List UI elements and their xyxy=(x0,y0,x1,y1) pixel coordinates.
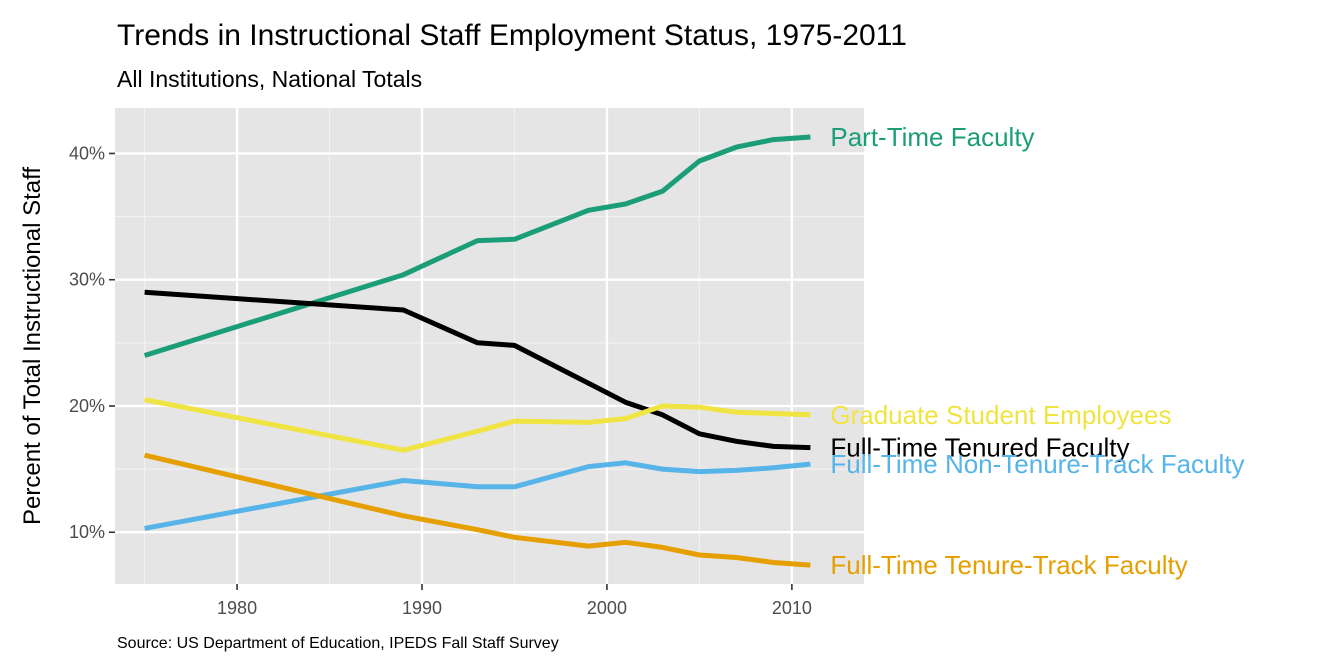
series-line-part-time-faculty xyxy=(143,134,811,358)
series-line-full-time-tenure-track-faculty xyxy=(144,452,811,568)
series-line-full-time-non-tenure-track-faculty xyxy=(144,460,811,531)
x-tick-label: 2010 xyxy=(772,598,812,618)
x-tick-label: 2000 xyxy=(587,598,627,618)
x-tick-label: 1990 xyxy=(402,598,442,618)
chart-subtitle: All Institutions, National Totals xyxy=(117,66,422,92)
series-label-full-time-tenured-faculty: Full-Time Tenured Faculty xyxy=(830,433,1129,463)
series-labels: Part-Time Faculty Full-Time Tenured Facul… xyxy=(830,122,1244,580)
series-label-part-time-faculty: Part-Time Faculty xyxy=(830,122,1034,152)
series-lines xyxy=(143,134,811,568)
x-tick-label: 1980 xyxy=(217,598,257,618)
chart-title: Trends in Instructional Staff Employment… xyxy=(117,19,907,52)
series-line-full-time-tenured-faculty xyxy=(144,289,811,451)
source-caption: Source: US Department of Education, IPED… xyxy=(117,635,559,652)
grid-lines xyxy=(115,108,864,584)
series-label-full-time-tenure-track-faculty: Full-Time Tenure-Track Faculty xyxy=(830,550,1187,580)
x-axis: 1980 1990 2000 2010 xyxy=(217,584,812,618)
y-tick-label: 20% xyxy=(69,396,105,416)
y-axis: 10% 20% 30% 40% xyxy=(69,143,115,542)
y-tick-label: 40% xyxy=(69,143,105,163)
y-tick-label: 10% xyxy=(69,522,105,542)
series-label-full-time-non-tenure-track-faculty: Full-Time Non-Tenure-Track Faculty xyxy=(830,449,1244,479)
y-axis-label: Percent of Total Instructional Staff xyxy=(19,167,46,525)
series-line-graduate-student-employees xyxy=(144,397,811,453)
series-label-graduate-student-employees: Graduate Student Employees xyxy=(830,400,1171,430)
y-tick-label: 30% xyxy=(69,270,105,290)
